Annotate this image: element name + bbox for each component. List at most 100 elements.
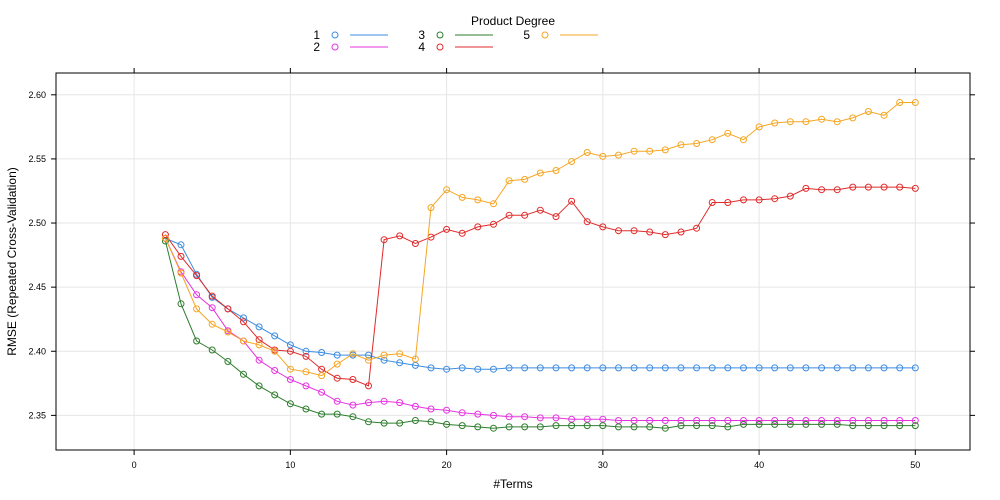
data-point <box>646 147 654 155</box>
data-point <box>818 115 826 123</box>
data-point <box>661 231 669 239</box>
data-point <box>271 367 279 374</box>
data-point <box>911 99 919 106</box>
series-3 <box>161 237 919 432</box>
data-point <box>521 211 529 219</box>
data-point <box>724 423 732 431</box>
series-layer <box>161 99 919 432</box>
x-tick-label: 20 <box>442 460 452 470</box>
legend-marker <box>436 31 444 39</box>
y-tick-label: 2.50 <box>28 218 46 228</box>
data-point <box>286 376 294 383</box>
data-point <box>505 177 513 185</box>
data-point <box>474 423 482 431</box>
legend-item-3: 3 <box>418 28 493 42</box>
data-point <box>474 223 482 231</box>
legend-item-2: 2 <box>313 40 388 54</box>
data-point <box>646 228 654 236</box>
data-point <box>318 410 326 418</box>
y-tick-label: 2.40 <box>28 346 46 356</box>
y-tick-label: 2.55 <box>28 154 46 164</box>
data-point <box>677 141 685 149</box>
data-point <box>396 419 404 427</box>
data-point <box>349 401 357 409</box>
data-point <box>880 417 888 424</box>
data-point <box>771 417 779 424</box>
x-tick-label: 0 <box>132 460 137 470</box>
series-line-4 <box>164 186 916 387</box>
data-point <box>818 186 826 194</box>
data-point <box>693 417 701 424</box>
y-tick-label: 2.35 <box>28 410 46 420</box>
data-point <box>802 184 810 192</box>
data-point <box>271 332 279 340</box>
data-point <box>365 399 372 407</box>
data-point <box>333 397 341 405</box>
data-point <box>240 314 247 322</box>
data-point <box>521 175 529 183</box>
data-point <box>693 224 701 232</box>
data-point <box>786 192 794 200</box>
data-point <box>818 420 826 428</box>
data-point <box>880 111 888 119</box>
data-point <box>302 368 310 376</box>
data-point <box>458 193 466 201</box>
legend-marker <box>331 43 339 51</box>
x-tick-label: 40 <box>754 460 764 470</box>
data-point <box>505 211 513 219</box>
data-point <box>411 355 419 363</box>
data-point <box>583 364 591 372</box>
data-point <box>818 364 826 372</box>
data-point <box>193 337 201 345</box>
y-tick-label: 2.60 <box>28 90 46 100</box>
data-point <box>771 364 779 372</box>
data-point <box>786 417 794 424</box>
data-point <box>677 364 685 372</box>
data-point <box>802 118 810 126</box>
data-point <box>864 108 872 115</box>
data-point <box>224 328 232 336</box>
data-point <box>271 391 279 399</box>
data-point <box>521 423 529 431</box>
data-point <box>771 195 779 203</box>
data-point <box>552 213 560 221</box>
data-point <box>615 227 622 235</box>
data-point <box>427 204 435 212</box>
data-point <box>911 364 919 372</box>
data-point <box>833 417 841 424</box>
series-5 <box>161 99 919 380</box>
y-tick-label: 2.45 <box>28 282 46 292</box>
data-point <box>177 300 185 308</box>
data-point <box>443 420 451 428</box>
data-point <box>208 346 216 354</box>
data-point <box>255 341 263 349</box>
x-tick-label: 10 <box>285 460 295 470</box>
data-point <box>177 269 185 277</box>
data-point <box>896 364 904 372</box>
data-point <box>771 119 779 127</box>
data-point <box>693 140 701 147</box>
data-point <box>286 400 294 408</box>
data-point <box>568 197 576 205</box>
plot-frame <box>55 72 971 451</box>
legend: Product Degree 12 34 5 <box>313 14 598 54</box>
data-point <box>224 358 232 365</box>
data-point <box>661 417 669 424</box>
data-point <box>896 99 904 106</box>
data-point <box>630 227 638 235</box>
data-point <box>474 365 482 373</box>
data-point <box>208 320 216 328</box>
data-point <box>833 420 841 428</box>
data-point <box>365 356 372 364</box>
data-point <box>458 422 466 430</box>
data-point <box>693 364 701 372</box>
data-point <box>458 364 466 372</box>
data-point <box>786 364 794 372</box>
data-point <box>255 356 263 364</box>
data-point <box>193 291 201 299</box>
data-point <box>411 402 419 410</box>
series-line-2 <box>164 238 916 421</box>
data-point <box>443 406 451 414</box>
data-point <box>271 347 279 355</box>
data-point <box>615 423 622 431</box>
